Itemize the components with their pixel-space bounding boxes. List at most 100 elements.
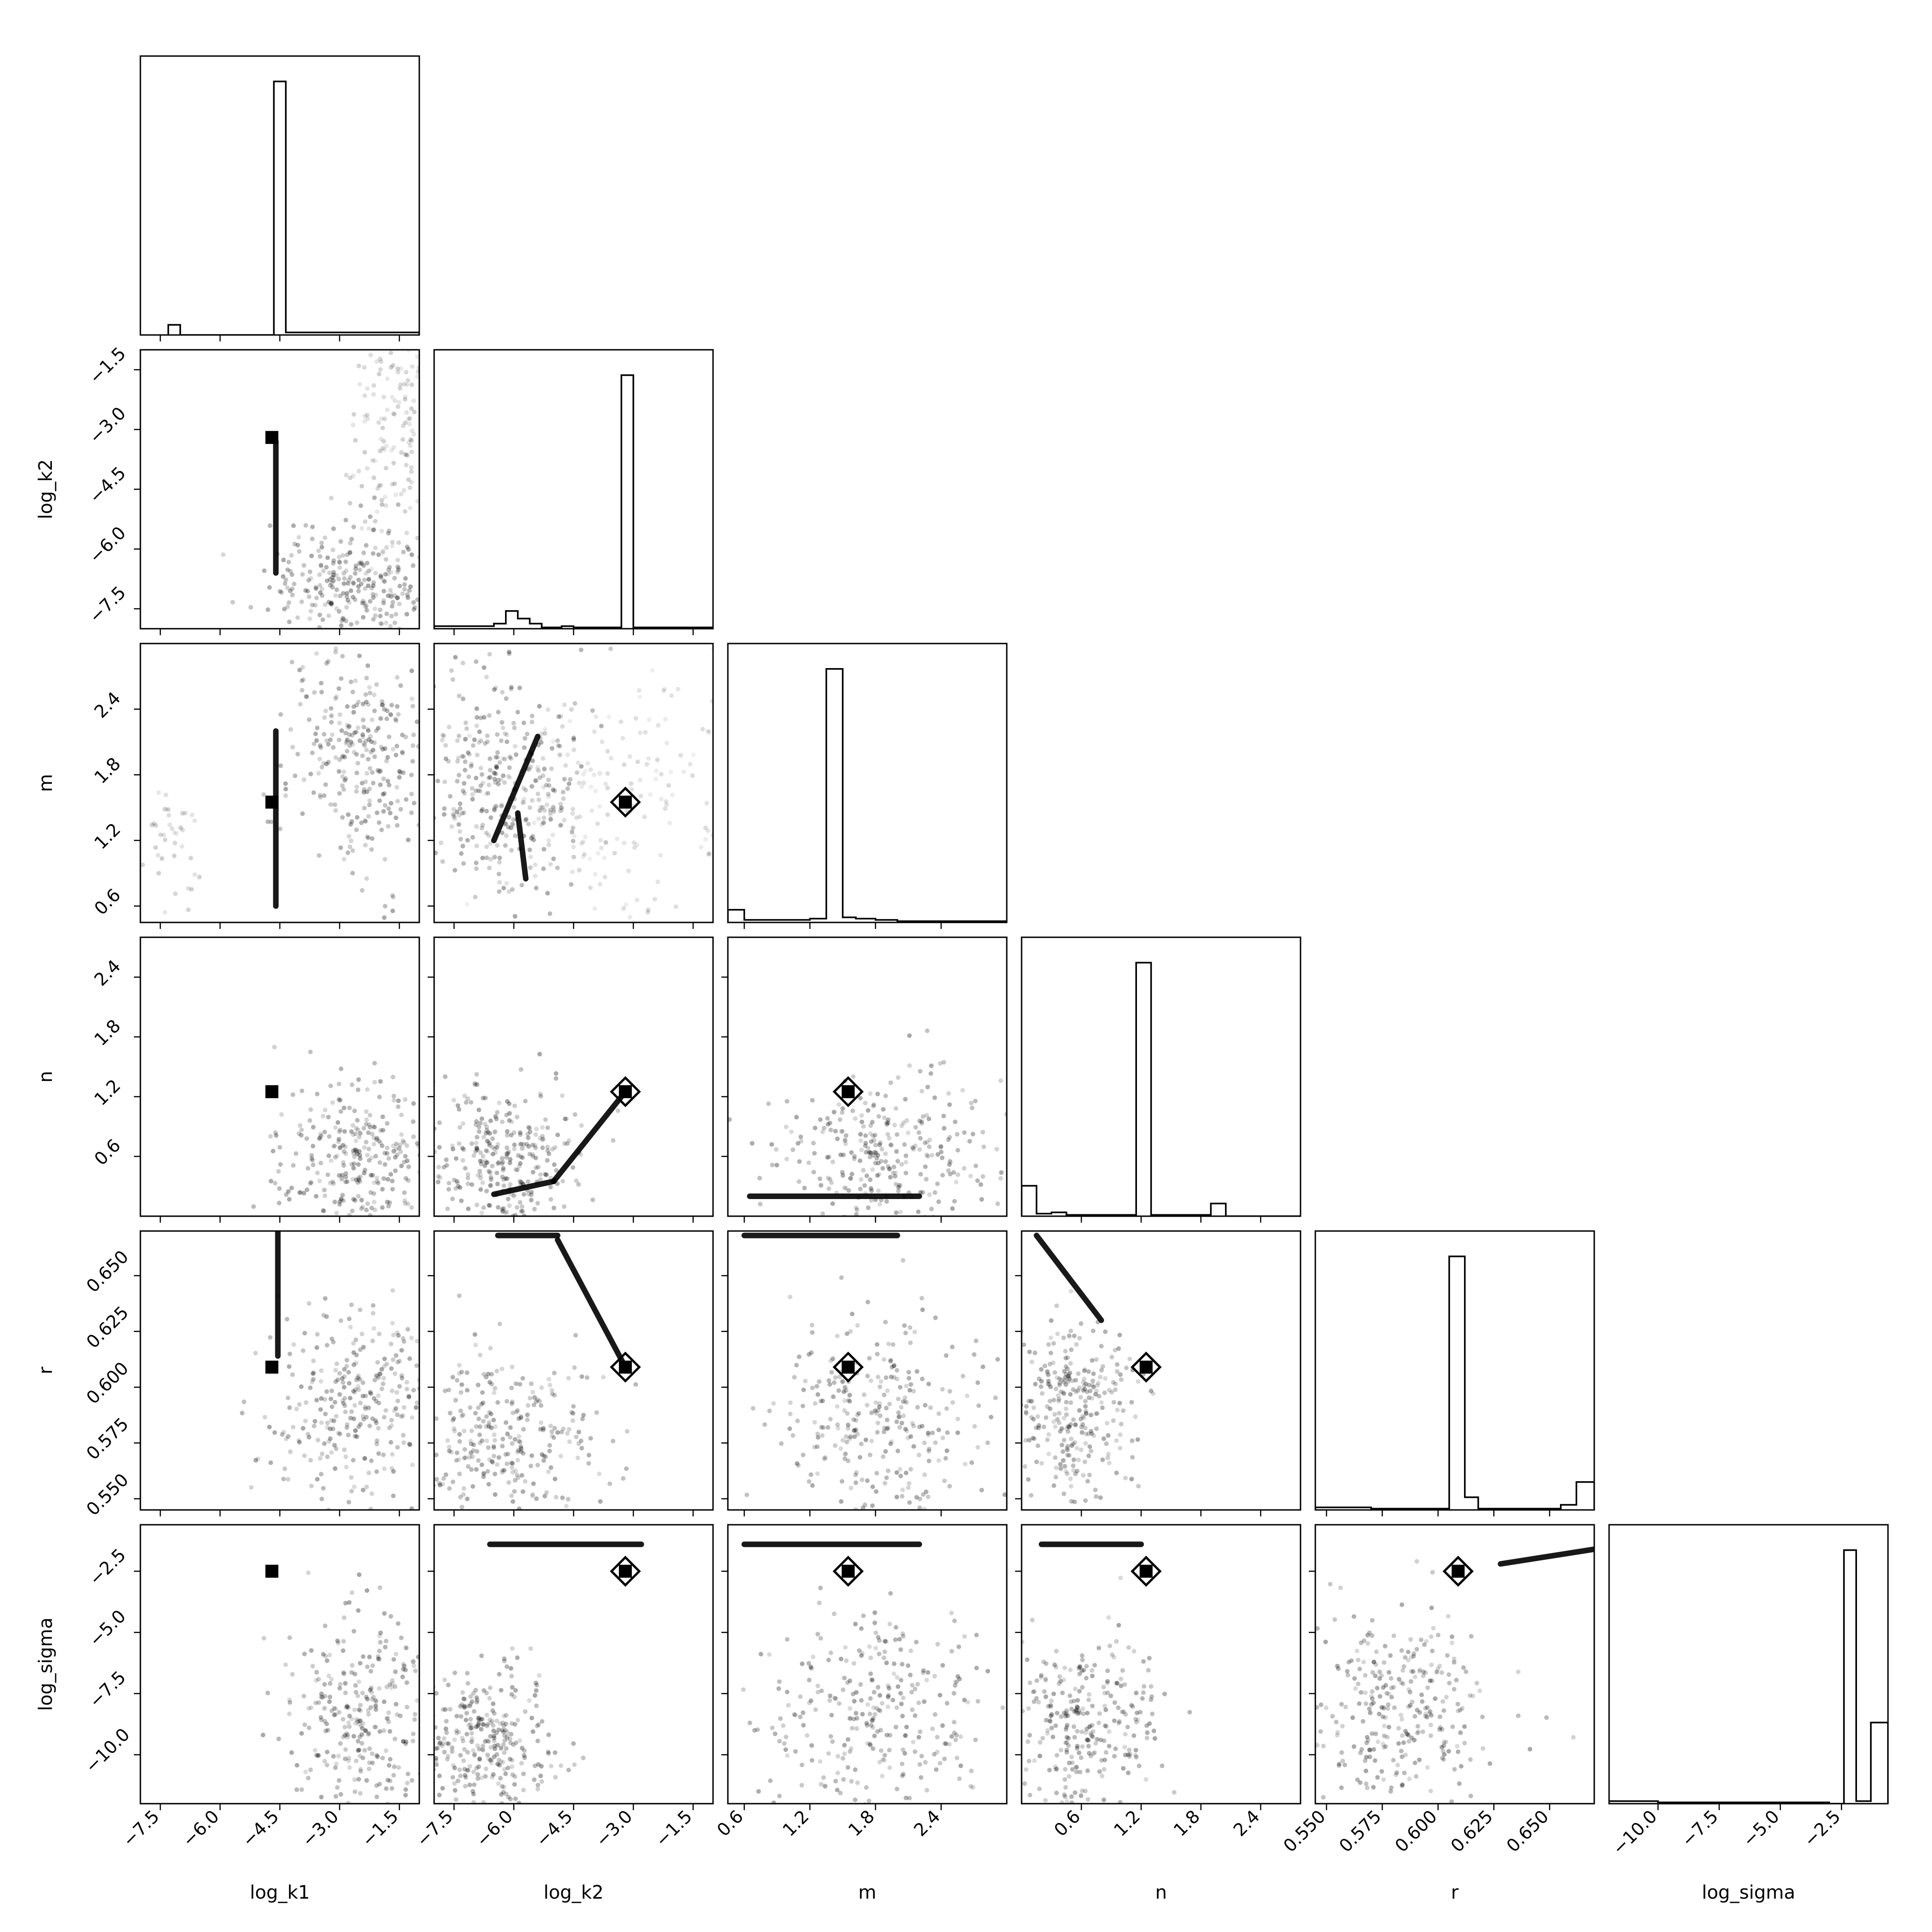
sample-point	[398, 873, 402, 878]
sample-point	[1085, 1479, 1090, 1484]
sample-point	[317, 1243, 322, 1248]
sample-point	[319, 1717, 324, 1723]
sample-point	[369, 566, 374, 571]
sample-point	[321, 761, 326, 766]
sample-point	[632, 845, 637, 850]
sample-point	[1118, 1683, 1124, 1688]
sample-point	[505, 1099, 510, 1104]
sample-point	[318, 1456, 323, 1461]
sample-point	[504, 1220, 508, 1225]
sample-point	[350, 594, 355, 600]
sample-point	[873, 1143, 878, 1148]
sample-point	[867, 1644, 872, 1649]
sample-point	[478, 1150, 483, 1155]
sample-point	[496, 1160, 501, 1165]
sample-point	[429, 1712, 434, 1717]
sample-point	[659, 796, 664, 802]
sample-point	[553, 1145, 558, 1150]
sample-point	[366, 737, 372, 742]
sample-point	[158, 832, 163, 837]
sample-point	[518, 1382, 523, 1387]
sample-point	[895, 1368, 899, 1373]
sample-point	[852, 1156, 857, 1162]
sample-point	[513, 833, 518, 838]
sample-point	[521, 1451, 526, 1456]
sample-point	[533, 778, 538, 783]
sample-point	[461, 1492, 466, 1497]
sample-point	[539, 1385, 544, 1390]
sample-point	[549, 1763, 554, 1768]
sample-point	[994, 1147, 999, 1152]
sample-point	[468, 1717, 473, 1722]
sample-point	[379, 359, 384, 364]
sample-point	[312, 690, 317, 695]
x-tick-label: 1.2	[1110, 1806, 1144, 1840]
sample-point	[308, 576, 313, 581]
sample-point	[359, 581, 364, 587]
sample-point	[324, 1389, 329, 1394]
sample-point	[358, 1769, 363, 1774]
sample-point	[1001, 1341, 1006, 1345]
sample-point	[535, 766, 540, 771]
sample-point	[382, 1364, 387, 1369]
sample-point	[364, 1414, 369, 1420]
sample-point	[510, 1399, 515, 1404]
y-tick-label: −4.5	[85, 463, 130, 507]
sample-point	[1015, 1133, 1020, 1138]
sample-point	[366, 1712, 371, 1717]
sample-point	[524, 816, 529, 821]
sample-point	[447, 725, 452, 730]
sample-point	[1083, 1426, 1088, 1431]
sample-point	[705, 728, 710, 733]
sample-point	[324, 761, 329, 766]
sample-point	[1069, 1755, 1074, 1760]
sample-point	[492, 1738, 497, 1743]
sample-point	[960, 1088, 965, 1093]
sample-point	[463, 737, 468, 742]
sample-point	[450, 1147, 455, 1152]
sample-point	[1067, 1425, 1072, 1430]
sample-point	[1062, 1464, 1067, 1469]
sample-point	[454, 1156, 459, 1161]
sample-point	[372, 1080, 377, 1085]
sample-point	[447, 1445, 452, 1449]
panel-frame	[433, 643, 714, 923]
sample-point	[484, 1712, 489, 1717]
sample-point	[868, 1091, 873, 1096]
sample-trail	[555, 1237, 628, 1370]
sample-point	[166, 813, 171, 818]
sample-point	[896, 1414, 901, 1420]
sample-point	[509, 1732, 514, 1737]
sample-point	[385, 1716, 390, 1721]
sample-point	[700, 726, 705, 732]
sample-point	[592, 947, 596, 952]
truth-diamond	[833, 1076, 864, 1107]
sample-point	[366, 1471, 372, 1476]
sample-point	[405, 1771, 410, 1776]
sample-point	[1015, 1755, 1019, 1760]
sample-point	[884, 1406, 889, 1411]
sample-point	[480, 826, 484, 831]
sample-point	[474, 1467, 479, 1472]
sample-point	[866, 1799, 871, 1804]
sample-point	[338, 1098, 343, 1103]
sample-point	[567, 1439, 572, 1444]
sample-point	[336, 1139, 341, 1144]
sample-point	[303, 588, 308, 593]
sample-point	[503, 821, 508, 826]
sample-point	[801, 1723, 806, 1728]
sample-point	[318, 590, 323, 595]
sample-point	[371, 580, 376, 585]
sample-point	[638, 730, 643, 735]
sample-point	[835, 1787, 840, 1793]
sample-point	[351, 580, 356, 585]
sample-point	[481, 1800, 486, 1804]
sample-point	[871, 1705, 876, 1710]
sample-point	[450, 1697, 455, 1701]
sample-point	[445, 1757, 450, 1762]
sample-point	[344, 1465, 349, 1470]
sample-point	[475, 1776, 480, 1781]
sample-point	[283, 577, 288, 582]
sample-point	[556, 743, 561, 748]
sample-point	[484, 1766, 489, 1771]
